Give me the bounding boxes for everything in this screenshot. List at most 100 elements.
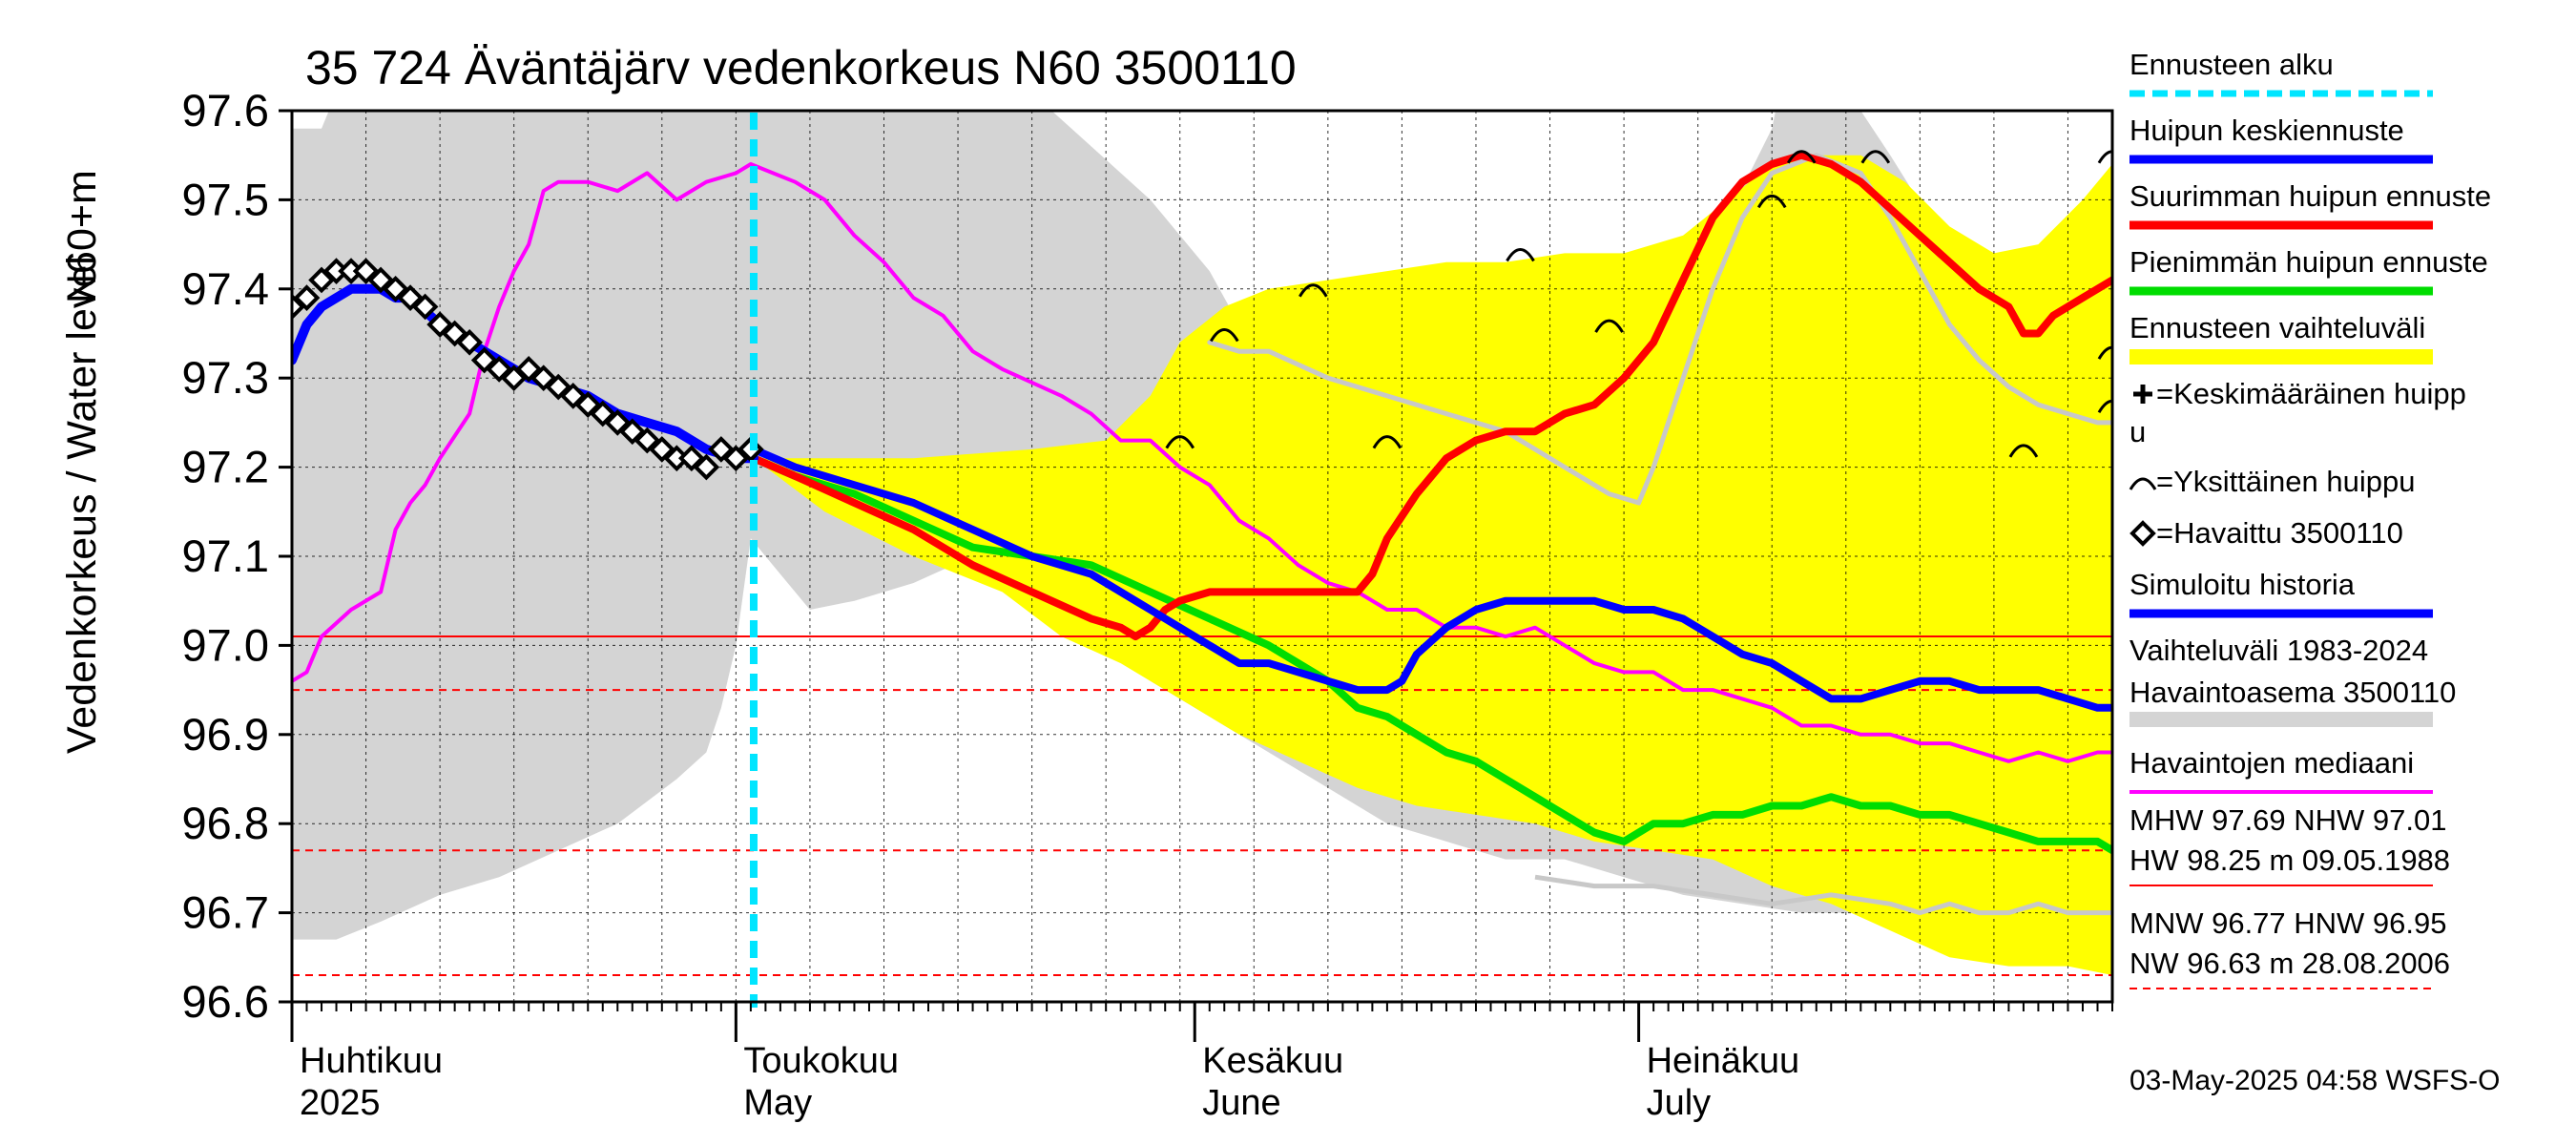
observed-point — [456, 329, 483, 356]
single-peak-marker — [1756, 194, 1787, 209]
observed-point — [618, 418, 646, 446]
observed-point — [678, 445, 705, 472]
y-tick-label: 97.5 — [182, 174, 269, 224]
series-max-peak — [750, 151, 2112, 641]
observed-point — [426, 311, 453, 338]
stats-line-2: HW 98.25 m 09.05.1988 — [2129, 843, 2450, 877]
legend-label: Huipun keskiennuste — [2129, 114, 2404, 147]
x-month-label-en: May — [743, 1083, 812, 1123]
y-tick-label: 96.6 — [182, 976, 269, 1027]
legend-label: Havaintojen mediaani — [2129, 746, 2414, 780]
observed-point — [411, 293, 439, 321]
y-axis-unit-label: N60+m — [59, 170, 105, 303]
single-peak-marker — [1209, 328, 1239, 343]
x-month-label-fi: Toukokuu — [743, 1041, 899, 1081]
diamond-icon — [2129, 520, 2156, 547]
legend-label: u — [2129, 415, 2146, 448]
observed-point — [515, 356, 543, 383]
single-peak-marker — [2097, 399, 2112, 414]
observed-point — [308, 266, 335, 294]
observed-point — [604, 409, 632, 436]
observed-point — [486, 356, 512, 383]
single-peak-marker — [1860, 150, 1891, 164]
legend-item: =Yksittäinen huippu — [2129, 465, 2415, 498]
series-mean-peak — [750, 445, 2112, 712]
legend-label: =Yksittäinen huippu — [2156, 465, 2415, 498]
legend-swatch — [2129, 349, 2433, 364]
legend-label: Havaintoasema 3500110 — [2129, 676, 2456, 709]
y-tick-label: 97.6 — [182, 85, 269, 135]
statistics-block: MHW 97.69 NHW 97.01 HW 98.25 m 09.05.198… — [2129, 803, 2450, 989]
observed-point — [589, 400, 616, 427]
observed-point — [397, 284, 424, 311]
legend-item: Suurimman huipun ennuste — [2129, 179, 2491, 230]
legend-label: Vaihteluväli 1983-2024 — [2129, 634, 2428, 667]
stats-line-3: MNW 96.77 HNW 96.95 — [2129, 906, 2447, 940]
legend-label: Ennusteen vaihteluväli — [2129, 311, 2425, 344]
x-month-label-fi: Kesäkuu — [1202, 1041, 1343, 1081]
observed-point — [470, 346, 498, 374]
single-peak-marker — [1372, 435, 1402, 449]
single-peak-marker — [1165, 435, 1195, 449]
legend-item: Ennusteen vaihteluväli — [2129, 311, 2433, 364]
legend-item: =Keskimääräinen huipp u — [2129, 377, 2466, 448]
x-month-label-fi: Huhtikuu — [300, 1041, 443, 1081]
legend-label: Pienimmän huipun ennuste — [2129, 245, 2488, 279]
arc-icon — [2129, 477, 2157, 490]
observed-point — [722, 445, 750, 472]
observed-point — [634, 427, 661, 454]
single-peak-marker — [1506, 247, 1535, 262]
legend-label: Ennusteen alku — [2129, 48, 2334, 81]
timestamp: 03-May-2025 04:58 WSFS-O — [2129, 1065, 2501, 1096]
y-tick-label: 97.4 — [182, 263, 269, 314]
observed-point — [559, 383, 587, 409]
observed-point — [352, 258, 380, 284]
forecast-variation-band — [754, 155, 2112, 975]
y-tick-label: 97.1 — [182, 531, 269, 581]
x-month-label-en: July — [1647, 1083, 1712, 1123]
y-tick-label: 96.8 — [182, 798, 269, 848]
legend-label: Suurimman huipun ennuste — [2129, 179, 2491, 213]
observed-point — [382, 275, 409, 302]
y-axis: 97.6 97.5 97.4 97.3 97.2 97.1 97.0 96.9 96.8 96.7… — [182, 85, 292, 1027]
x-month-label-en: 2025 — [300, 1083, 381, 1123]
legend-swatch — [2129, 712, 2433, 727]
single-peak-marker — [2008, 444, 2039, 458]
plot-area — [292, 111, 2112, 1002]
x-month-label-en: June — [1202, 1083, 1280, 1123]
stats-line-4: NW 96.63 m 28.08.2006 — [2129, 947, 2450, 980]
legend-item: Vaihteluväli 1983-2024 Havaintoasema 350… — [2129, 634, 2456, 727]
observed-point — [545, 373, 572, 401]
single-peak-marker — [1298, 283, 1328, 298]
single-peak-marker — [2097, 150, 2112, 164]
legend-item: Pienimmän huipun ennuste — [2129, 245, 2488, 296]
observed-point — [293, 284, 321, 311]
observed-point — [441, 320, 468, 347]
observed-point — [708, 436, 735, 463]
y-tick-label: 97.2 — [182, 442, 269, 492]
plus-icon — [2133, 385, 2152, 404]
y-tick-label: 97.3 — [182, 352, 269, 403]
legend-item: Ennusteen alku — [2129, 48, 2433, 97]
single-peak-marker — [1786, 150, 1817, 164]
x-month-label-fi: Heinäkuu — [1647, 1041, 1800, 1081]
y-tick-label: 96.9 — [182, 709, 269, 760]
observed-point — [648, 436, 675, 463]
legend-label: Simuloitu historia — [2129, 568, 2356, 601]
legend-label: =Havaittu 3500110 — [2156, 516, 2403, 550]
legend-label: =Keskimääräinen huipp — [2156, 377, 2466, 410]
legend-item: Huipun keskiennuste — [2129, 114, 2433, 164]
series-sim-grey — [1207, 153, 2112, 506]
observed-point — [574, 391, 602, 419]
legend-item: Havaintojen mediaani — [2129, 746, 2433, 794]
chart-title: 35 724 Äväntäjärv vedenkorkeus N60 35001… — [305, 41, 1297, 94]
observed-point — [693, 453, 720, 481]
y-axis-label: Vedenkorkeus / Water level — [59, 256, 105, 754]
legend: Ennusteen alku Huipun keskiennuste Suurimm… — [2129, 48, 2491, 794]
legend-item: =Havaittu 3500110 — [2129, 516, 2403, 550]
stats-line-1: MHW 97.69 NHW 97.01 — [2129, 803, 2447, 837]
y-tick-label: 96.7 — [182, 887, 269, 938]
observed-point — [500, 364, 528, 392]
